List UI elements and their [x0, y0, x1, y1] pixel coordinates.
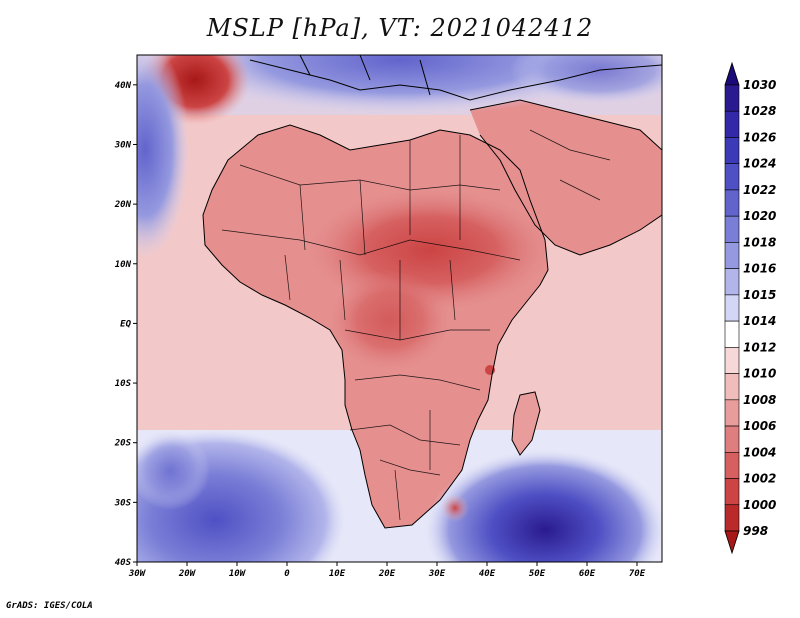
map-frame [136, 54, 663, 563]
colorbar-label: 1012 [743, 340, 776, 354]
colorbar-label: 1000 [743, 498, 776, 512]
colorbar-segment [724, 347, 740, 374]
x-tick-label: 60E [579, 569, 596, 579]
x-tick-label: 40E [479, 569, 496, 579]
country-borders [221, 129, 611, 521]
colorbar-label: 1008 [743, 393, 776, 407]
x-tick-label: 30W [128, 569, 147, 579]
y-axis: 40N 30N 20N 10N EQ 10S 20S 30S 40S [114, 81, 137, 568]
x-tick-label: 50E [529, 569, 546, 579]
y-tick-label: 30N [114, 140, 132, 150]
colorbar: 1030 1028 1026 1024 1022 1020 1018 1016 1015 1014… [724, 61, 776, 555]
y-tick-label: EQ [120, 319, 131, 329]
colorbar-segment [724, 242, 740, 269]
coastlines [202, 55, 662, 529]
y-tick-label: 10N [115, 260, 132, 270]
colorbar-segment [724, 478, 740, 506]
colorbar-label: 1028 [743, 104, 776, 118]
colorbar-segment [724, 504, 740, 532]
pressure-field [137, 55, 662, 562]
colorbar-label: 998 [743, 524, 768, 538]
colorbar-label: 1030 [743, 78, 776, 92]
colorbar-label: 1010 [743, 367, 776, 381]
colorbar-segment [724, 189, 740, 217]
y-tick-label: 20N [114, 200, 132, 210]
colorbar-label: 1024 [743, 157, 776, 171]
x-tick-label: 10W [229, 569, 247, 579]
x-tick-label: 20E [378, 569, 396, 579]
colorbar-segment [724, 294, 740, 322]
colorbar-label: 1002 [743, 472, 776, 486]
colorbar-label: 1022 [743, 183, 776, 197]
colorbar-label: 1020 [743, 209, 776, 223]
colorbar-segment [724, 399, 740, 427]
x-tick-label: 30E [428, 569, 446, 579]
plot-title: MSLP [hPa], VT: 2021042412 [206, 14, 594, 42]
footer-credit: GrADS: IGES/COLA [6, 601, 93, 611]
y-tick-label: 30S [114, 498, 132, 508]
colorbar-label: 1006 [743, 419, 776, 433]
colorbar-segment [724, 215, 740, 243]
colorbar-segment [724, 268, 740, 296]
x-tick-label: 70E [629, 569, 646, 579]
colorbar-label: 1026 [743, 130, 776, 144]
colorbar-segment [724, 425, 740, 453]
colorbar-segment [724, 110, 740, 138]
colorbar-max-arrow [724, 61, 740, 86]
colorbar-label: 1016 [743, 262, 776, 276]
colorbar-min-arrow [724, 530, 740, 555]
colorbar-label: 1004 [743, 445, 776, 459]
x-tick-label: 20W [178, 569, 197, 579]
colorbar-label: 1018 [743, 235, 776, 249]
colorbar-segment [724, 84, 740, 112]
y-tick-label: 20S [114, 439, 132, 449]
x-tick-label: 0 [284, 569, 290, 579]
y-tick-label: 10S [115, 379, 132, 389]
x-axis: 30W 20W 10W 0 10E 20E 30E 40E 50E 60E 70E [128, 562, 646, 579]
colorbar-segment [724, 451, 740, 479]
colorbar-label: 1014 [743, 314, 776, 328]
colorbar-segment [724, 137, 740, 165]
colorbar-segment [724, 163, 740, 191]
x-tick-label: 10E [329, 569, 346, 579]
colorbar-label: 1015 [743, 288, 776, 302]
colorbar-segment [724, 373, 740, 401]
y-tick-label: 40N [115, 81, 132, 91]
colorbar-segment [724, 320, 740, 348]
y-tick-label: 40S [115, 558, 132, 568]
